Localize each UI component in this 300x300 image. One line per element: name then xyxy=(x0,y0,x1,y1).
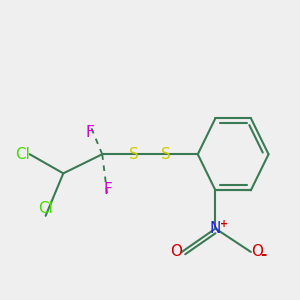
Text: O: O xyxy=(251,244,263,260)
Text: S: S xyxy=(129,147,139,162)
Text: S: S xyxy=(161,147,171,162)
Text: O: O xyxy=(170,244,182,260)
Text: N: N xyxy=(210,221,221,236)
Text: +: + xyxy=(220,219,228,229)
Text: Cl: Cl xyxy=(38,201,53,216)
Text: F: F xyxy=(103,182,112,197)
Text: -: - xyxy=(260,247,266,262)
Text: F: F xyxy=(85,124,94,140)
Text: Cl: Cl xyxy=(15,147,30,162)
